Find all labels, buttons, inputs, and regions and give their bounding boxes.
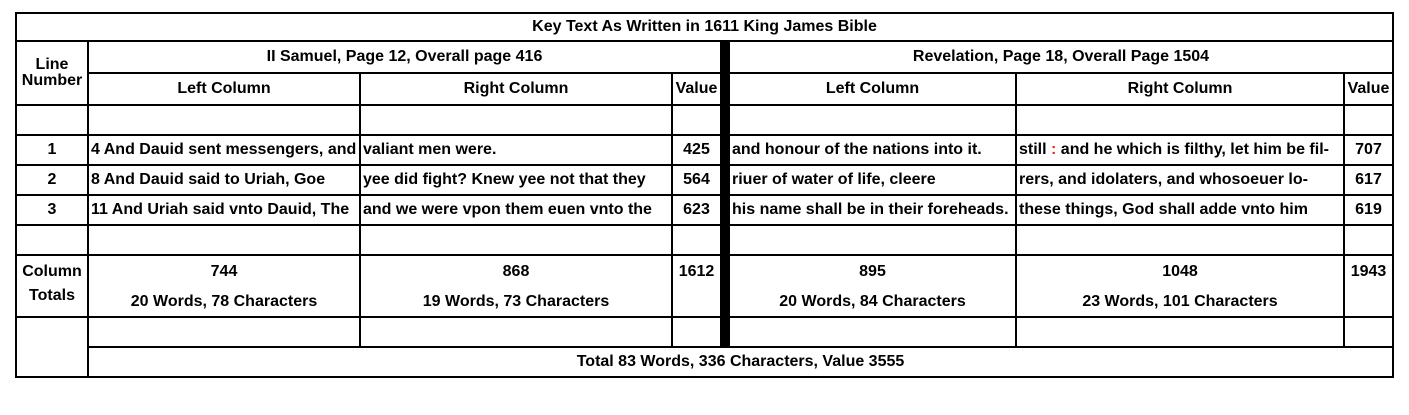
rev-left-column-header: Left Column <box>728 72 1017 106</box>
rev-left-counts: 20 Words, 84 Characters <box>728 288 1017 318</box>
sam-right-text: valiant men were. <box>359 134 673 166</box>
section-separator <box>720 165 730 195</box>
rev-right-counts: 23 Words, 101 Characters <box>1015 288 1345 318</box>
rev-right-text: still : and he which is filthy, let him … <box>1015 134 1345 166</box>
line-number: 1 <box>15 134 89 166</box>
section-separator <box>720 225 730 255</box>
sam-right-total: 868 <box>359 254 673 288</box>
section-separator <box>720 105 730 135</box>
blank-cell <box>728 316 1017 348</box>
sam-value: 623 <box>671 194 722 226</box>
table-row: 2 8 And Dauid said to Uriah, Goe yee did… <box>15 164 1394 196</box>
spacer-row <box>15 316 1394 348</box>
section-separator <box>720 317 730 347</box>
blank-cell <box>1343 224 1394 256</box>
spacer-row <box>15 104 1394 136</box>
blank-cell <box>87 316 361 348</box>
column-header-row: Number Left Column Right Column Value Le… <box>15 72 1394 106</box>
rev-right-text-post: and he which is filthy, let him be fil- <box>1056 141 1329 158</box>
blank-cell <box>1343 104 1394 136</box>
rev-grand-value: 1943 <box>1343 254 1394 288</box>
blank-cell <box>359 316 673 348</box>
table-title: Key Text As Written in 1611 King James B… <box>15 12 1394 42</box>
section-separator <box>720 195 730 225</box>
rev-value-header: Value <box>1343 72 1394 106</box>
blank-cell <box>1015 224 1345 256</box>
table-row: 1 4 And Dauid sent messengers, and valia… <box>15 134 1394 166</box>
section-separator <box>720 135 730 165</box>
rev-right-text: rers, and idolaters, and whosoeuer lo- <box>1015 164 1345 196</box>
section-title-revelation: Revelation, Page 18, Overall Page 1504 <box>728 40 1394 74</box>
spacer-row <box>15 224 1394 256</box>
blank-cell <box>1343 316 1394 348</box>
sam-grand-value: 1612 <box>671 254 722 288</box>
totals-counts-row: Totals 20 Words, 78 Characters 19 Words,… <box>15 288 1394 318</box>
blank-cell <box>15 347 89 378</box>
section-separator <box>720 41 730 73</box>
sam-value-header: Value <box>671 72 722 106</box>
blank-cell <box>87 104 361 136</box>
column-totals-label-top: Column <box>15 254 89 288</box>
blank-cell <box>671 316 722 348</box>
sam-left-total: 744 <box>87 254 361 288</box>
column-totals-label-bottom: Totals <box>15 288 89 318</box>
blank-cell <box>359 224 673 256</box>
blank-cell <box>1343 288 1394 318</box>
section-separator <box>720 288 730 317</box>
blank-cell <box>1015 316 1345 348</box>
rev-right-text: these things, God shall adde vnto him <box>1015 194 1345 226</box>
line-number-header-top: Line <box>15 40 89 73</box>
key-text-table: Key Text As Written in 1611 King James B… <box>15 12 1394 378</box>
rev-left-text: riuer of water of life, cleere <box>728 164 1017 196</box>
rev-value: 707 <box>1343 134 1394 166</box>
section-separator <box>720 255 730 288</box>
table-row: 3 11 And Uriah said vnto Dauid, The and … <box>15 194 1394 226</box>
sam-right-column-header: Right Column <box>359 72 673 106</box>
sam-left-text: 4 And Dauid sent messengers, and <box>87 134 361 166</box>
rev-value: 617 <box>1343 164 1394 196</box>
red-colon: : <box>1051 141 1057 158</box>
sam-left-text: 8 And Dauid said to Uriah, Goe <box>87 164 361 196</box>
sam-right-text: and we were vpon them euen vnto the <box>359 194 673 226</box>
blank-cell <box>87 224 361 256</box>
blank-cell <box>728 224 1017 256</box>
title-row: Key Text As Written in 1611 King James B… <box>15 12 1394 42</box>
blank-cell <box>15 224 89 256</box>
sam-left-column-header: Left Column <box>87 72 361 106</box>
grand-total-row: Total 83 Words, 336 Characters, Value 35… <box>15 346 1394 378</box>
blank-cell <box>359 104 673 136</box>
grand-total: Total 83 Words, 336 Characters, Value 35… <box>87 346 1394 378</box>
rev-right-text-pre: still <box>1019 141 1052 158</box>
section-separator <box>720 73 730 105</box>
blank-cell <box>671 224 722 256</box>
rev-left-total: 895 <box>728 254 1017 288</box>
kjv-table-sheet: Key Text As Written in 1611 King James B… <box>15 12 1394 378</box>
section-title-ii-samuel: II Samuel, Page 12, Overall page 416 <box>87 40 722 74</box>
sam-left-text: 11 And Uriah said vnto Dauid, The <box>87 194 361 226</box>
rev-right-column-header: Right Column <box>1015 72 1345 106</box>
line-number: 2 <box>15 164 89 196</box>
totals-value-row: Column 744 868 1612 895 1048 1943 <box>15 254 1394 288</box>
blank-cell <box>728 104 1017 136</box>
sam-right-counts: 19 Words, 73 Characters <box>359 288 673 318</box>
line-number-header-bottom: Number <box>15 73 89 106</box>
sam-right-text: yee did fight? Knew yee not that they <box>359 164 673 196</box>
blank-cell <box>15 104 89 136</box>
rev-left-text: and honour of the nations into it. <box>728 134 1017 166</box>
blank-cell <box>15 316 89 347</box>
rev-value: 619 <box>1343 194 1394 226</box>
blank-cell <box>671 288 722 318</box>
sam-value: 425 <box>671 134 722 166</box>
rev-right-total: 1048 <box>1015 254 1345 288</box>
blank-cell <box>1015 104 1345 136</box>
sam-left-counts: 20 Words, 78 Characters <box>87 288 361 318</box>
rev-left-text: his name shall be in their foreheads. <box>728 194 1017 226</box>
blank-cell <box>671 104 722 136</box>
sam-value: 564 <box>671 164 722 196</box>
line-number: 3 <box>15 194 89 226</box>
section-header-row: Line II Samuel, Page 12, Overall page 41… <box>15 40 1394 74</box>
